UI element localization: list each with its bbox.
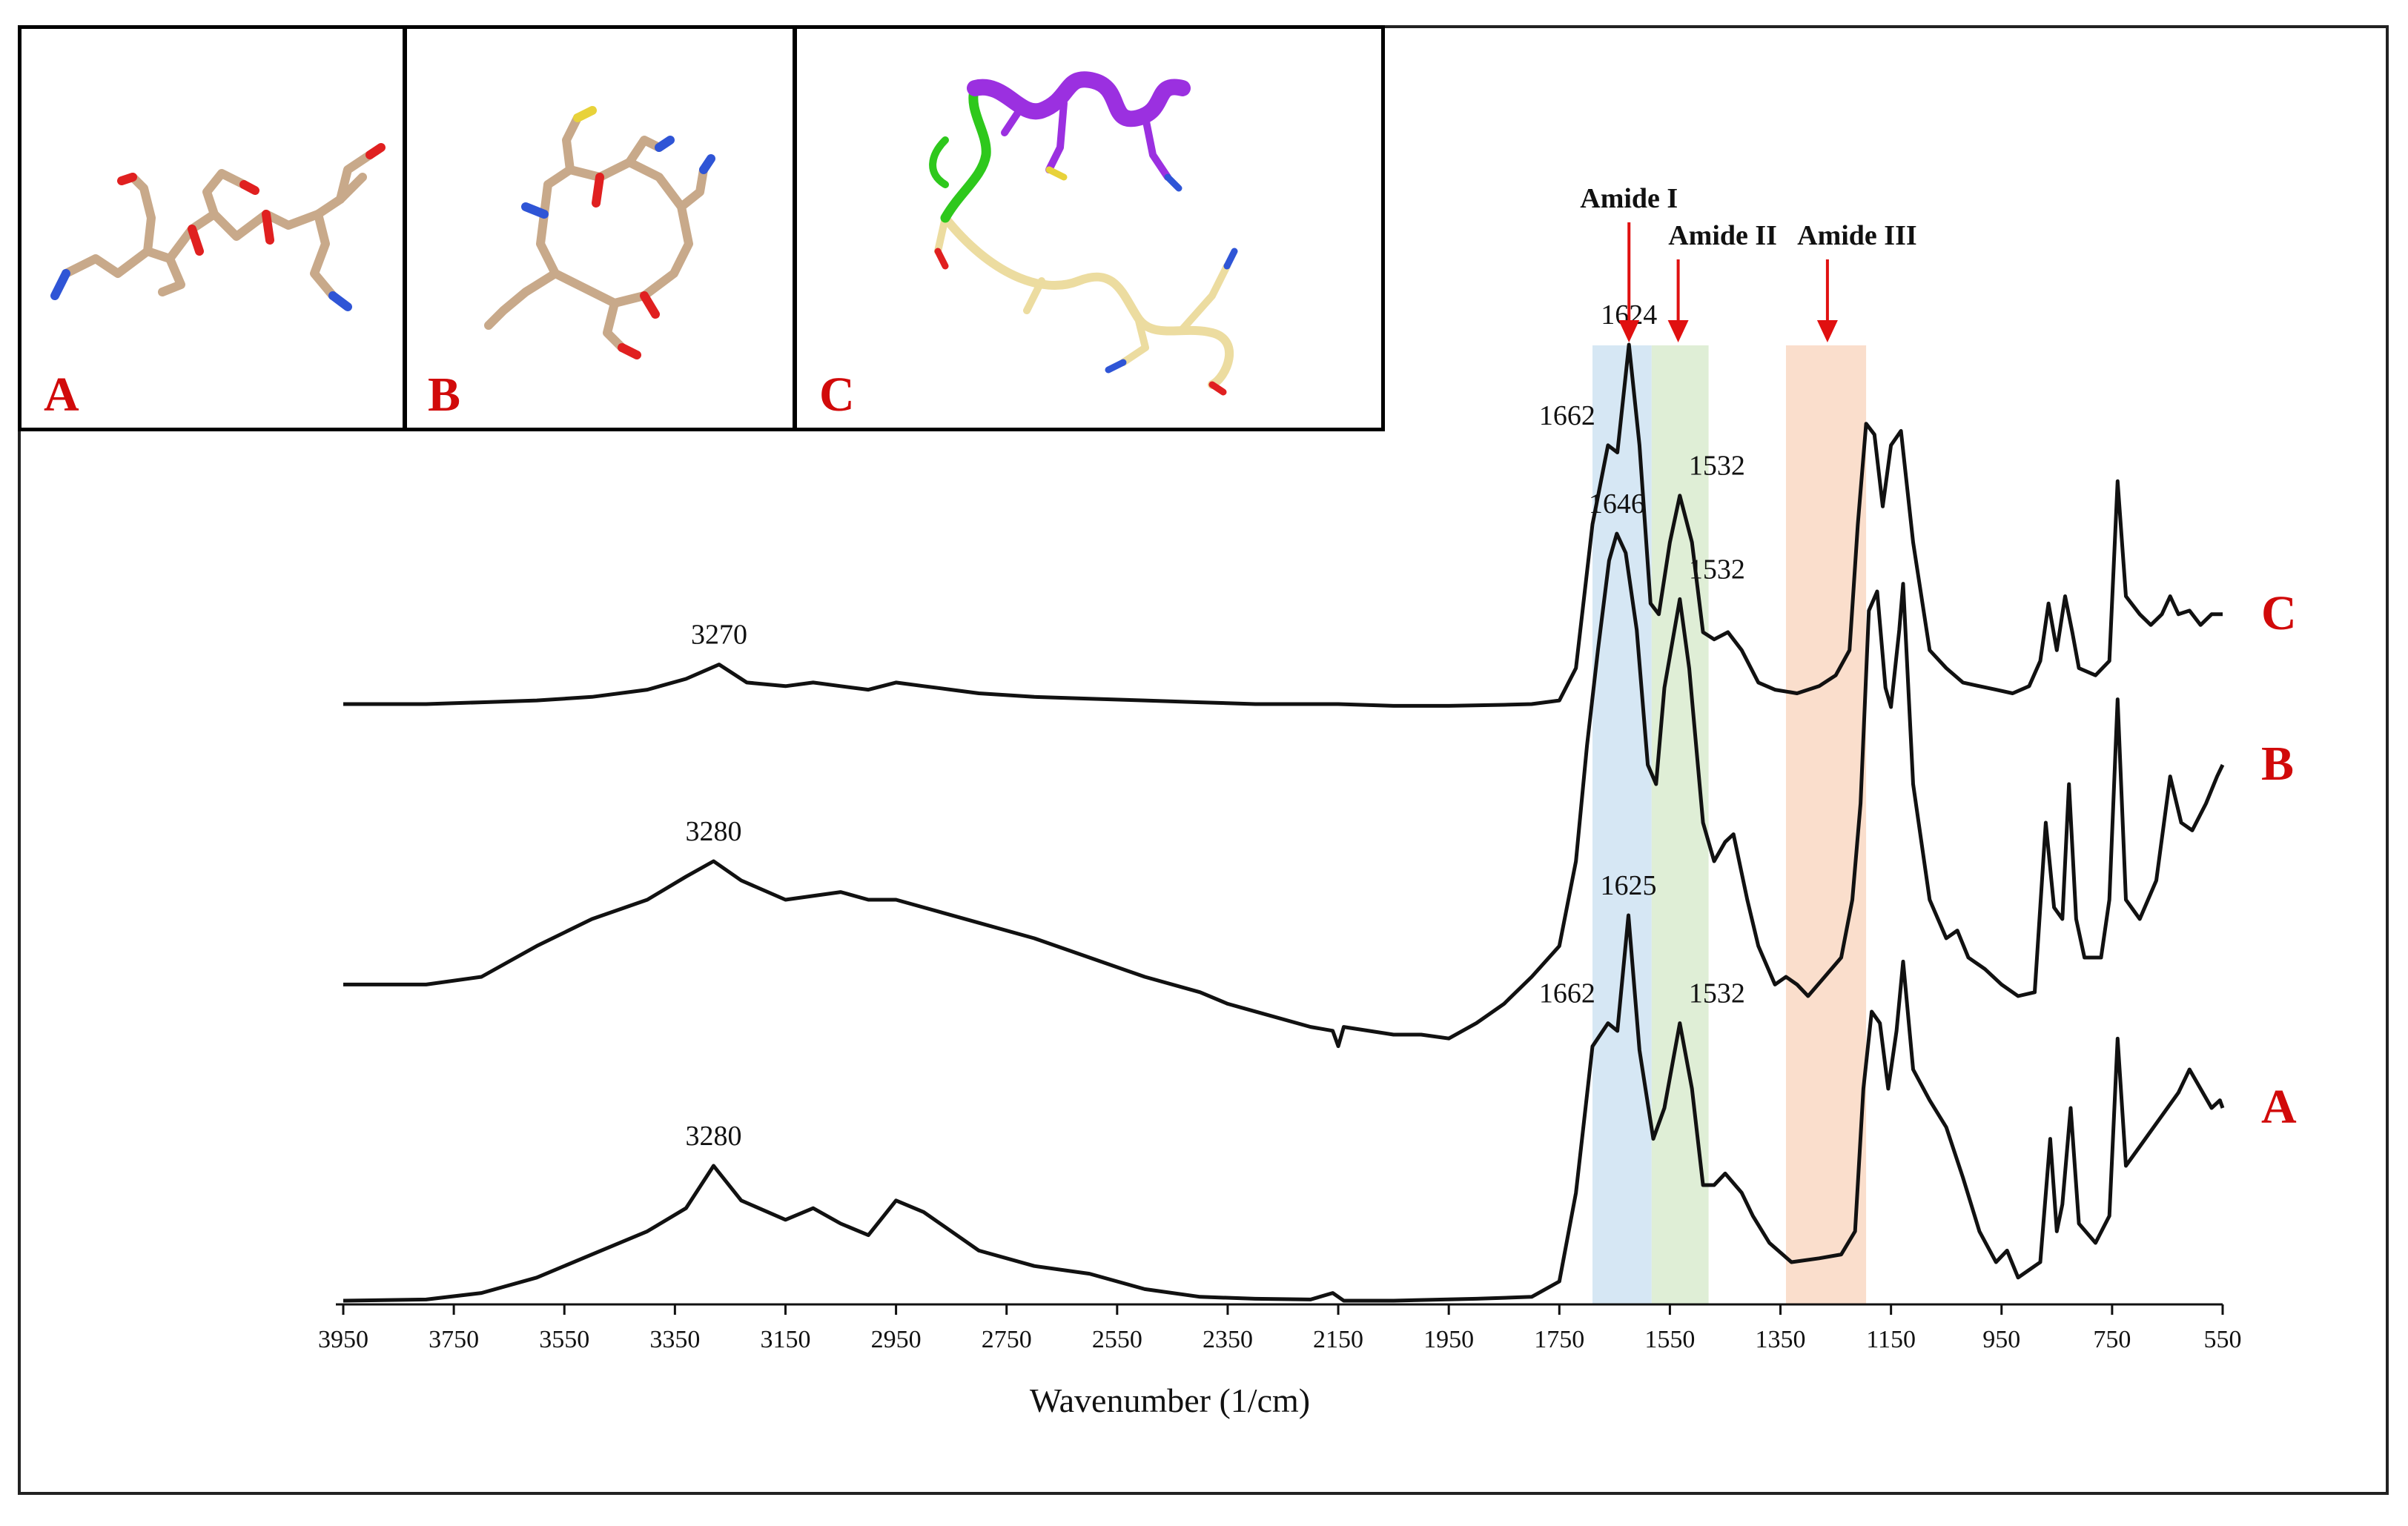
band-amide-iii xyxy=(1785,345,1867,1304)
x-tick-label: 2350 xyxy=(1203,1326,1253,1353)
band-arrows: Amide I Amide II Amide III xyxy=(1580,183,1917,342)
x-tick-label: 3150 xyxy=(760,1326,810,1353)
peak-label: 1532 xyxy=(1689,554,1745,585)
band-title: Amide II xyxy=(1668,220,1777,251)
x-tick-label: 3350 xyxy=(649,1326,700,1353)
peak-label: 1532 xyxy=(1689,978,1745,1009)
spectrum-curves: A B C xyxy=(343,342,2297,1303)
x-axis: 3950 3750 3550 3350 3150 2950 2750 2550 2350 2150… xyxy=(318,1303,2242,1353)
peak-label: 3280 xyxy=(686,816,742,847)
x-tick-label: 3950 xyxy=(318,1326,368,1353)
series-a-line xyxy=(343,913,2225,1303)
band-arrow-head xyxy=(1816,320,1838,342)
inset-a-label: A xyxy=(44,368,79,422)
x-tick-label: 3750 xyxy=(429,1326,479,1353)
inset-c-label: C xyxy=(819,368,855,422)
band-title: Amide III xyxy=(1797,220,1917,251)
peak-label: 1662 xyxy=(1539,978,1595,1009)
structure-c-image: C xyxy=(819,71,1238,422)
x-tick-label: 1550 xyxy=(1644,1326,1695,1353)
peak-label: 3280 xyxy=(686,1121,742,1152)
x-tick-label: 3550 xyxy=(539,1326,589,1353)
peak-label: 3270 xyxy=(691,620,747,651)
inset-b-label: B xyxy=(428,368,460,422)
band-arrow-head xyxy=(1667,320,1689,342)
series-b-line xyxy=(343,531,2225,1049)
inset-panel-b: B xyxy=(403,25,796,431)
band-arrow-head xyxy=(1618,320,1640,342)
x-tick-label: 1350 xyxy=(1756,1326,1806,1353)
peak-label: 1625 xyxy=(1600,870,1656,901)
series-b-label: B xyxy=(2261,737,2294,791)
x-tick-label: 2950 xyxy=(871,1326,922,1353)
series-c-label: C xyxy=(2261,586,2297,640)
peak-label: 1532 xyxy=(1689,451,1745,482)
peak-label: 1662 xyxy=(1539,400,1595,431)
x-tick-label: 1150 xyxy=(1866,1326,1916,1353)
peak-label: 1646 xyxy=(1589,488,1645,520)
band-amide-i xyxy=(1592,345,1652,1304)
series-c-line xyxy=(343,342,2223,708)
structure-a-image: A xyxy=(44,143,386,422)
x-tick-label: 2150 xyxy=(1313,1326,1363,1353)
x-tick-label: 2750 xyxy=(982,1326,1032,1353)
inset-panel-c: C xyxy=(793,25,1385,431)
x-tick-label: 750 xyxy=(2093,1326,2131,1353)
x-tick-label: 950 xyxy=(1982,1326,2020,1353)
x-tick-label: 550 xyxy=(2204,1326,2242,1353)
band-title: Amide I xyxy=(1580,183,1678,214)
series-a-label: A xyxy=(2261,1080,2297,1134)
structure-b-image: B xyxy=(428,106,715,422)
x-tick-label: 2550 xyxy=(1092,1326,1142,1353)
peak-labels: 3280166216251532328016461532327016621624… xyxy=(686,299,1745,1152)
inset-panel-a: A xyxy=(18,25,406,431)
x-tick-label: 1750 xyxy=(1534,1326,1584,1353)
x-tick-label: 1950 xyxy=(1423,1326,1474,1353)
x-axis-title: Wavenumber (1/cm) xyxy=(1030,1381,1310,1419)
